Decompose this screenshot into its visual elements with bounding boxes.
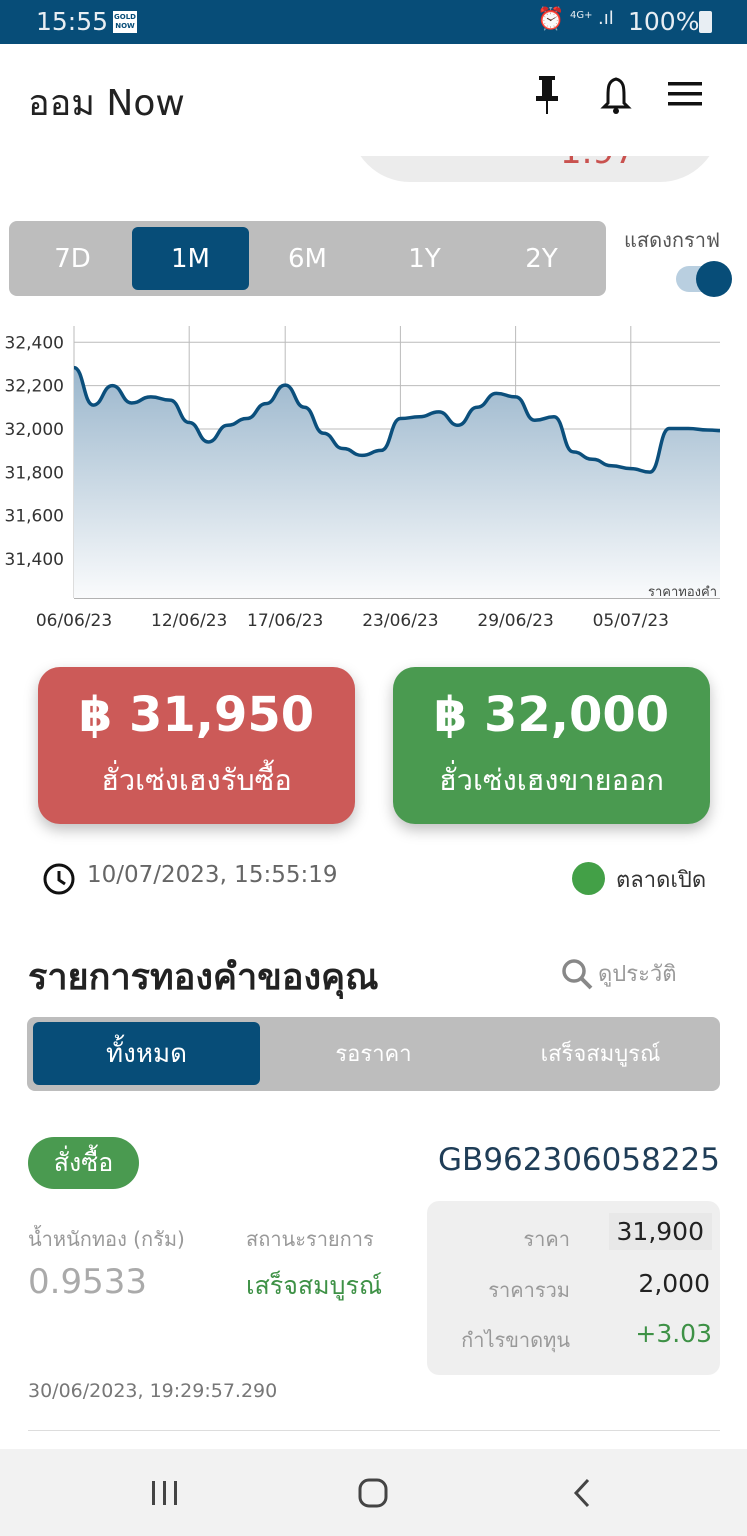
tab-all[interactable]: ทั้งหมด [33,1022,260,1085]
y-tick-label: 31,600 [5,507,64,527]
price-value: 31,900 [608,1213,712,1250]
tab-6m[interactable]: 6M [288,243,327,274]
order-price-box: ราคา 31,900 ราคารวม 2,000 กำไรขาดทุน +3.… [427,1201,720,1375]
order-filter-tabs: ทั้งหมด รอราคา เสร็จสมบูรณ์ [27,1017,720,1091]
tab-1y[interactable]: 1Y [408,243,441,274]
history-link[interactable]: ดูประวัติ [560,956,677,991]
total-label: ราคารวม [488,1278,570,1302]
total-value: 2,000 [638,1269,710,1298]
range-tabs: 7D 1M 6M 1Y 2Y [9,221,606,296]
market-status-dot [572,862,605,895]
status-time: 15:55 [36,7,109,36]
x-tick-label: 23/06/23 [362,611,438,631]
weight-value: 0.9533 [28,1262,147,1302]
sell-price: ฿ 32,000 [433,687,670,743]
weight-label: น้ำหนักทอง (กรัม) [28,1227,185,1251]
search-icon [562,958,593,989]
page-title: ออม Now [28,83,185,124]
home-icon[interactable] [357,1477,389,1509]
signal-icon: .ıl [598,8,614,29]
profit-loss-label: กำไรขาดทุน [461,1328,570,1352]
graph-toggle-label: แสดงกราฟ [624,228,721,252]
order-id: GB962306058225 [438,1142,720,1178]
graph-toggle[interactable] [676,261,732,297]
price-label: ราคา [523,1227,570,1251]
price-timestamp: 10/07/2023, 15:55:19 [87,862,338,888]
history-link-label: ดูประวัติ [598,962,677,987]
order-datetime: 30/06/2023, 19:29:57.290 [28,1380,278,1402]
y-tick-label: 32,000 [5,420,64,440]
chart-area [74,367,720,598]
clock-icon [43,863,75,895]
app-bar: ออม Now [0,44,747,156]
x-tick-label: 17/06/23 [247,611,323,631]
back-icon[interactable] [570,1477,594,1509]
x-tick-label: 05/07/23 [593,611,669,631]
menu-icon[interactable] [668,82,704,108]
status-label: สถานะรายการ [246,1227,374,1251]
buy-price-card: ฿ 31,950 ฮั่วเซ่งเฮงรับซื้อ [38,667,355,824]
system-nav-bar [0,1449,747,1536]
sell-price-card: ฿ 32,000 ฮั่วเซ่งเฮงขายออก [393,667,710,824]
order-status: เสร็จสมบูรณ์ [246,1271,383,1300]
tab-2y[interactable]: 2Y [525,243,558,274]
buy-label: ฮั่วเซ่งเฮงรับซื้อ [101,763,292,797]
series-label: ราคาทองคำ [648,585,717,600]
network-icon: 4G+ [570,10,593,21]
chart-line [74,365,720,474]
x-tick-label: 29/06/23 [477,611,553,631]
y-tick-label: 31,400 [5,550,64,570]
tab-7d[interactable]: 7D [54,243,91,274]
price-chart: 32,400 32,200 32,000 31,800 31,600 31,400 06/0… [5,326,720,631]
bell-icon[interactable] [600,76,632,116]
battery-icon [699,11,712,33]
pin-icon[interactable] [533,76,561,116]
recent-apps-icon[interactable] [150,1479,180,1507]
x-tick-label: 06/06/23 [36,611,112,631]
market-status: ตลาดเปิด [616,868,707,893]
status-bar: 15:55 GOLD NOW ⏰ 4G+ .ıl 100% [0,0,747,44]
buy-price: ฿ 31,950 [78,687,315,743]
y-tick-label: 32,200 [5,377,64,397]
app-badge-icon: GOLD NOW [113,11,137,33]
orders-title: รายการทองคำของคุณ [28,957,379,998]
divider [28,1430,720,1431]
y-tick-label: 31,800 [5,463,64,483]
x-tick-label: 12/06/23 [151,611,227,631]
tab-pending[interactable]: รอราคา [335,1042,412,1067]
battery-text: 100% [628,7,700,36]
toggle-knob [696,261,732,297]
order-item[interactable]: สั่งซื้อ GB962306058225 น้ำหนักทอง (กรัม… [0,1130,747,1430]
y-tick-label: 32,400 [5,333,64,353]
tab-completed[interactable]: เสร็จสมบูรณ์ [540,1042,661,1067]
profit-loss-value: +3.03 [635,1319,712,1348]
alarm-icon: ⏰ [537,7,565,32]
order-type-badge: สั่งซื้อ [28,1137,139,1189]
sell-label: ฮั่วเซ่งเฮงขายออก [438,763,664,797]
tab-1m[interactable]: 1M [132,227,249,290]
